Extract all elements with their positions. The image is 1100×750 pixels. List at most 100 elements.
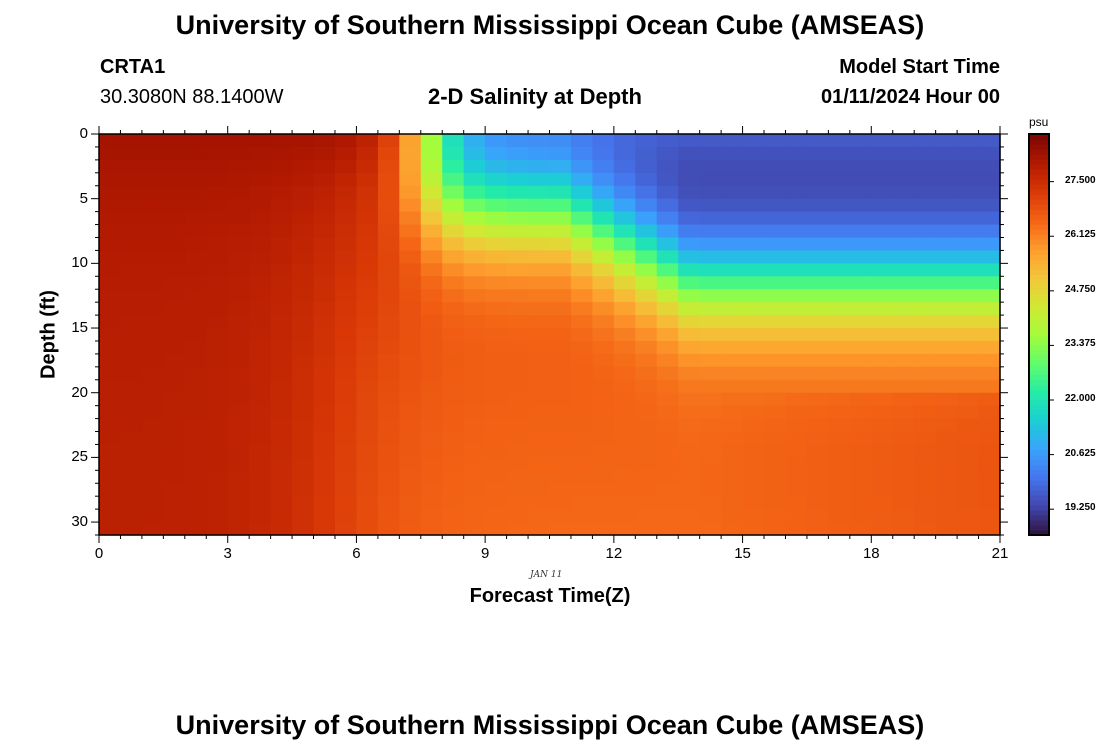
heatmap-cell <box>442 405 465 420</box>
heatmap-cell <box>334 315 358 329</box>
heatmap-cell <box>699 315 722 329</box>
heatmap-cell <box>978 444 1001 458</box>
heatmap-cell <box>206 366 229 381</box>
heatmap-cell <box>635 431 658 446</box>
heatmap-cell <box>399 405 422 420</box>
heatmap-cell <box>742 509 765 523</box>
colorbar-segment <box>1029 419 1049 426</box>
x-tick-label: 0 <box>94 545 104 562</box>
heatmap-cell <box>635 522 658 536</box>
heatmap-cell <box>656 392 679 407</box>
heatmap-cell <box>892 328 915 342</box>
heatmap-cell <box>742 146 765 161</box>
heatmap-cell <box>613 496 636 510</box>
heatmap-cell <box>699 146 722 161</box>
heatmap-cell <box>313 328 336 342</box>
heatmap-cell <box>678 185 701 200</box>
heatmap-cell <box>270 159 293 174</box>
heatmap-cell <box>99 522 122 536</box>
heatmap-cell <box>506 418 529 433</box>
heatmap-cell <box>635 418 658 433</box>
heatmap-cell <box>377 444 400 458</box>
heatmap-cell <box>699 366 722 381</box>
heatmap-cell <box>442 509 465 523</box>
heatmap-cell <box>528 315 551 329</box>
heatmap-cell <box>849 366 872 381</box>
heatmap-cell <box>570 250 593 264</box>
heatmap-cell <box>957 366 980 381</box>
heatmap-cell <box>99 431 122 446</box>
heatmap-cell <box>656 250 679 264</box>
heatmap-cell <box>249 483 272 497</box>
heatmap-cell <box>721 392 744 407</box>
heatmap-cell <box>270 431 293 446</box>
heatmap-cell <box>742 302 765 316</box>
heatmap-cell <box>549 315 572 329</box>
heatmap-cell <box>377 250 400 264</box>
heatmap-cell <box>528 328 551 342</box>
heatmap-cell <box>141 483 164 497</box>
heatmap-cell <box>163 431 186 446</box>
heatmap-cell <box>828 340 851 355</box>
heatmap-cell <box>806 444 829 458</box>
heatmap-cell <box>914 146 937 161</box>
heatmap-cell <box>871 366 894 381</box>
heatmap-cell <box>420 263 443 277</box>
heatmap-cell <box>485 198 508 213</box>
heatmap-cell <box>99 366 122 381</box>
heatmap-cell <box>399 418 422 433</box>
heatmap-cell <box>849 496 872 510</box>
heatmap-cell <box>828 418 851 433</box>
heatmap-cell <box>163 405 186 420</box>
heatmap-cell <box>292 159 315 174</box>
heatmap-cell <box>570 392 593 407</box>
heatmap-cell <box>206 470 229 484</box>
heatmap-cell <box>334 250 358 264</box>
heatmap-cell <box>678 431 701 446</box>
heatmap-cell <box>377 198 400 213</box>
heatmap-cell <box>506 431 529 446</box>
heatmap-cell <box>399 211 422 226</box>
heatmap-cell <box>806 509 829 523</box>
heatmap-cell <box>721 198 744 213</box>
heatmap-cell <box>163 366 186 381</box>
heatmap-cell <box>485 379 508 394</box>
heatmap-cell <box>935 302 958 316</box>
heatmap-cell <box>528 146 551 161</box>
heatmap-cell <box>806 146 829 161</box>
heatmap-cell <box>635 457 658 471</box>
heatmap-cell <box>613 405 636 420</box>
heatmap-cell <box>141 444 164 458</box>
heatmap-cell <box>99 509 122 523</box>
heatmap-cell <box>334 185 358 200</box>
heatmap-cell <box>399 224 422 239</box>
heatmap-cell <box>399 470 422 484</box>
heatmap-cell <box>420 392 443 407</box>
heatmap-cell <box>184 431 207 446</box>
heatmap-cell <box>227 134 250 148</box>
heatmap-cell <box>420 470 443 484</box>
heatmap-cell <box>377 159 400 174</box>
heatmap-cell <box>656 134 679 148</box>
heatmap-cell <box>356 457 379 471</box>
heatmap-cell <box>721 146 744 161</box>
heatmap-cell <box>120 198 143 213</box>
heatmap-cell <box>442 392 465 407</box>
heatmap-cell <box>356 379 379 394</box>
heatmap-cell <box>721 302 744 316</box>
heatmap-cell <box>463 185 486 200</box>
heatmap-cell <box>334 457 358 471</box>
heatmap-cell <box>721 315 744 329</box>
heatmap-cell <box>699 237 722 252</box>
heatmap-cell <box>377 392 400 407</box>
heatmap-cell <box>206 289 229 303</box>
heatmap-cell <box>442 172 465 187</box>
heatmap-cell <box>635 366 658 381</box>
heatmap-cell <box>635 146 658 161</box>
heatmap-cell <box>957 405 980 420</box>
heatmap-cell <box>485 146 508 161</box>
heatmap-cell <box>163 159 186 174</box>
heatmap-cell <box>785 483 808 497</box>
colorbar-segment <box>1029 134 1049 140</box>
heatmap-cell <box>141 379 164 394</box>
